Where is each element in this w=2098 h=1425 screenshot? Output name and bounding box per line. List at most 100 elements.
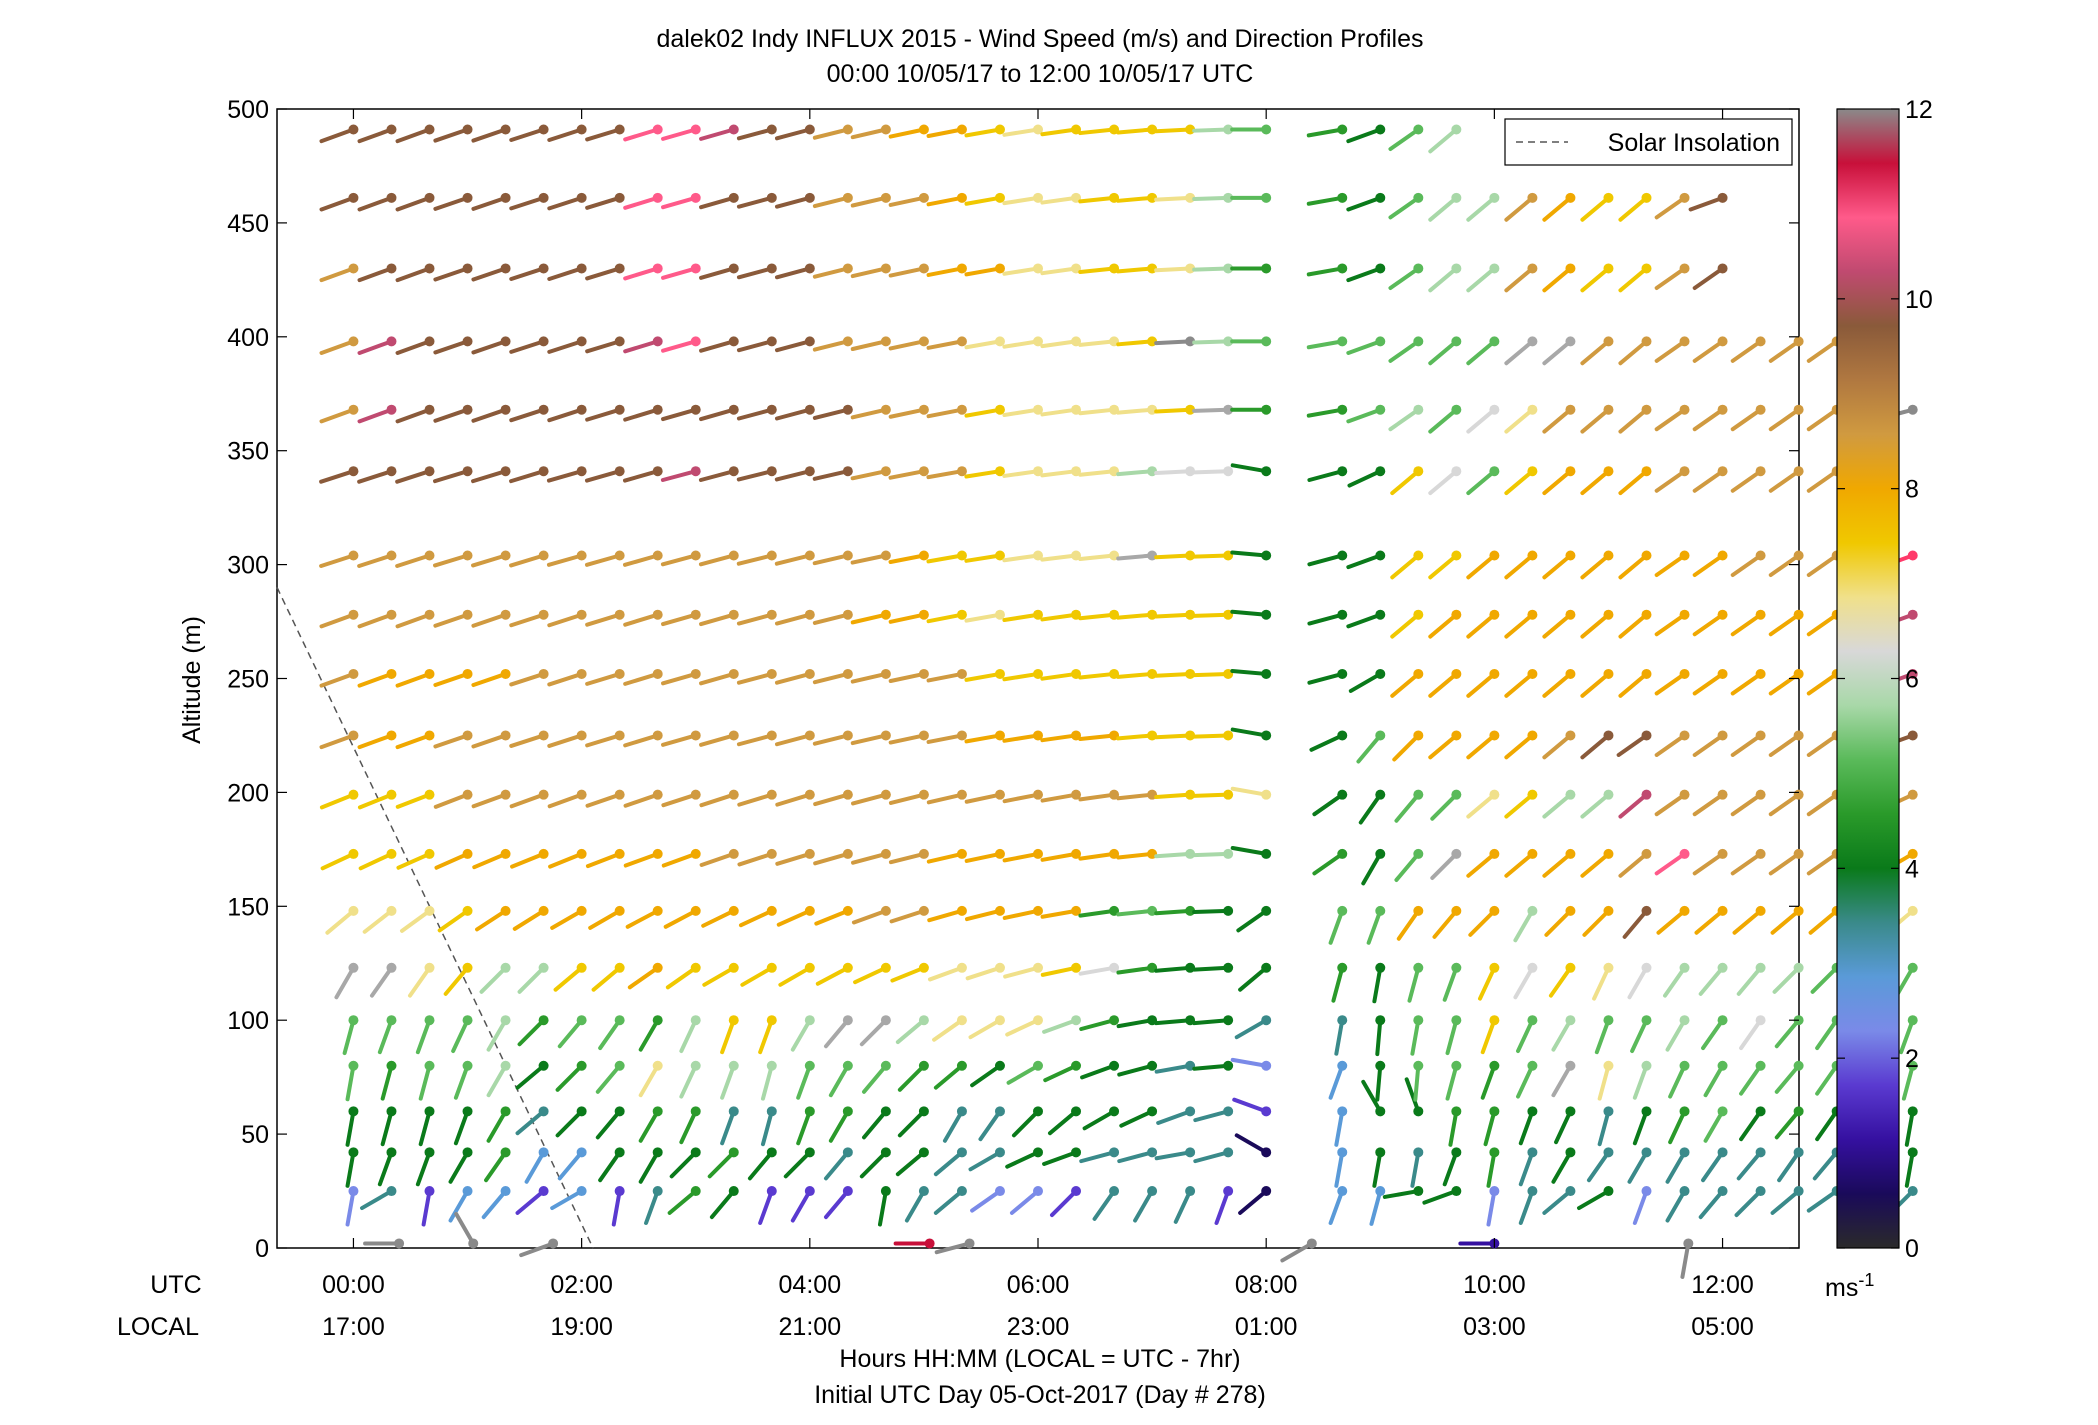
wind-barb-shaft	[1230, 463, 1269, 474]
wind-barb-shaft	[1428, 266, 1459, 293]
y-tick-label: 400	[227, 324, 269, 352]
wind-barb	[812, 609, 853, 625]
wind-barb-head	[538, 905, 549, 916]
wind-barb-head	[728, 1106, 739, 1117]
wind-barb-head	[1679, 1060, 1690, 1071]
wind-barb	[895, 1147, 929, 1177]
wind-barb-shaft	[1116, 908, 1155, 917]
wind-barb-head	[576, 1060, 587, 1071]
wind-barb	[661, 124, 701, 141]
wind-barb-shaft	[888, 671, 926, 684]
wind-barb	[862, 1106, 891, 1140]
wind-barb	[598, 1147, 625, 1183]
wind-barb-head	[804, 609, 815, 620]
wind-barb	[512, 905, 549, 931]
wind-barb	[1768, 668, 1804, 696]
wind-barb-head	[1489, 668, 1500, 679]
wind-barb-shaft	[1486, 1189, 1497, 1227]
wind-barb-head	[1261, 848, 1272, 859]
wind-barb-shaft	[585, 127, 622, 142]
wind-barb-head	[918, 1015, 929, 1026]
wind-barb-shaft	[774, 612, 812, 626]
wind-barb	[1592, 962, 1614, 1001]
wind-barb-head	[1337, 1106, 1348, 1117]
wind-barb-shaft	[1627, 1150, 1649, 1184]
wind-barb	[1230, 263, 1272, 274]
wind-barb-head	[1565, 1015, 1576, 1026]
wind-barb-head	[1337, 466, 1348, 477]
wind-barb-head	[1755, 1147, 1766, 1158]
wind-barb-shaft	[964, 908, 1002, 922]
wind-barb	[661, 730, 701, 747]
wind-barb-head	[1223, 848, 1234, 859]
wind-barb-head	[1337, 1060, 1348, 1071]
wind-barb-head	[1603, 609, 1614, 620]
wind-barb-shaft	[774, 266, 812, 280]
wind-barb	[1701, 1147, 1728, 1183]
wind-barb-shaft	[1394, 851, 1421, 882]
wind-barb	[1504, 466, 1538, 496]
wind-barb	[471, 668, 511, 688]
wind-barb-shaft	[517, 965, 546, 994]
wind-barb-head	[766, 848, 777, 859]
wind-barb	[357, 124, 397, 144]
wind-barb-shaft	[720, 1109, 736, 1146]
wind-barb-head	[1375, 609, 1386, 620]
wind-barb-head	[500, 466, 511, 477]
wind-barb-shaft	[978, 1109, 1002, 1142]
wind-barb-shaft	[1688, 195, 1725, 212]
wind-barb-shaft	[1654, 339, 1687, 363]
wind-barb-shaft	[968, 1150, 1002, 1172]
wind-barb	[1483, 1106, 1500, 1147]
wind-barb-shaft	[1078, 407, 1117, 416]
wind-barb	[395, 789, 435, 809]
wind-barb	[1732, 905, 1766, 935]
wind-barb-shaft	[1375, 1063, 1383, 1102]
wind-barb-shaft	[1116, 266, 1155, 274]
wind-barb-head	[1679, 848, 1690, 859]
wind-barb	[588, 905, 625, 930]
wind-barb-shaft	[471, 195, 508, 211]
wind-barb-shaft	[1407, 965, 1421, 1003]
wind-barb-head	[1413, 1147, 1424, 1158]
wind-barb	[850, 263, 891, 279]
wind-barb-head	[1261, 466, 1272, 477]
wind-barb-head	[1147, 1106, 1158, 1117]
wind-barb	[1654, 263, 1690, 290]
wind-barb-shaft	[471, 339, 508, 355]
wind-barb	[1078, 962, 1120, 976]
wind-barb	[1468, 905, 1500, 937]
wind-barb-head	[652, 1060, 663, 1071]
wind-barb	[823, 1015, 853, 1049]
wind-barb-head	[804, 905, 815, 916]
wind-barb-head	[918, 789, 929, 800]
wind-barb	[698, 550, 739, 567]
wind-barb-head	[348, 1015, 359, 1026]
wind-barb	[486, 1015, 511, 1052]
wind-barb-head	[1185, 1106, 1196, 1117]
wind-barb-shaft	[888, 195, 926, 207]
wind-barb-head	[1565, 609, 1576, 620]
wind-barb-shaft	[1504, 792, 1535, 819]
wind-barb-shaft	[760, 1109, 774, 1147]
wind-barb-head	[348, 466, 359, 477]
wind-barb	[623, 609, 663, 627]
wind-barb-shaft	[1306, 266, 1345, 277]
wind-barb	[1002, 789, 1043, 804]
wind-barb	[1692, 404, 1728, 432]
wind-barb-shaft	[319, 127, 356, 144]
wind-barb-head	[424, 1186, 435, 1197]
wind-barb-shaft	[1346, 612, 1383, 629]
wind-barb	[1730, 668, 1766, 696]
wind-barb-shaft	[1346, 195, 1383, 212]
wind-barb-shaft	[1768, 612, 1801, 637]
wind-barb	[345, 1106, 359, 1147]
wind-barb	[484, 1147, 511, 1183]
wind-barb	[964, 668, 1005, 682]
wind-barb-shaft	[1230, 727, 1269, 738]
wind-barb	[1413, 1060, 1424, 1102]
wind-barb	[736, 263, 777, 280]
wind-barb	[623, 263, 663, 281]
wind-barb	[1428, 668, 1462, 698]
wind-barb-head	[1489, 404, 1500, 415]
